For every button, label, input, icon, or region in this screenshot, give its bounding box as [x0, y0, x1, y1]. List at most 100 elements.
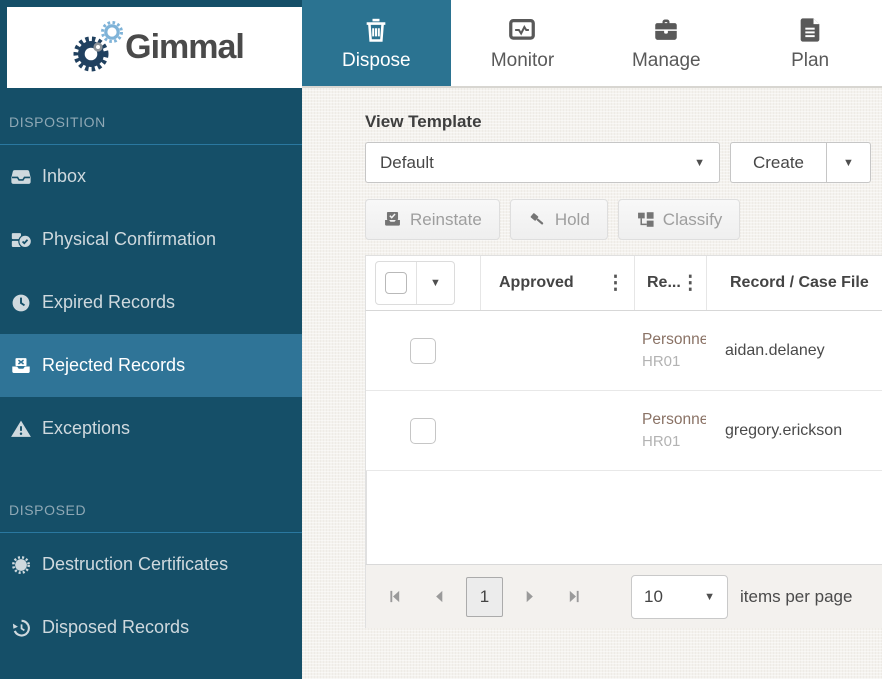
tab-label: Dispose — [341, 49, 411, 71]
record-class-code: HR01 — [642, 353, 681, 370]
create-button[interactable]: Create — [731, 143, 826, 182]
row-checkbox[interactable] — [410, 417, 436, 444]
row-select-cell — [366, 417, 480, 444]
grid-header-record-case-file[interactable]: Record / Case File — [706, 256, 882, 310]
grid-header-row: ▼ Approved ⋮ Re... ⋮ Record / Case File — [365, 255, 882, 311]
grid-body: Personne HR01 aidan.delaney Personne HR0… — [365, 311, 882, 564]
warning-triangle-icon — [11, 420, 31, 437]
select-all-checkbox[interactable] — [385, 272, 407, 294]
template-dropdown[interactable]: Default ▼ — [365, 142, 720, 183]
record-class-cell: Personne HR01 — [634, 411, 706, 450]
previous-page-button[interactable] — [421, 577, 458, 617]
sidebar-item-label: Destruction Certificates — [42, 554, 229, 574]
monitor-icon — [509, 18, 536, 40]
grid-empty-area — [366, 471, 882, 564]
grid-header-record-class[interactable]: Re... ⋮ — [634, 256, 706, 310]
boxes-check-icon — [11, 232, 32, 248]
template-selector-row: Default ▼ Create ▼ — [365, 142, 871, 183]
sidebar-item-label: Rejected Records — [42, 355, 186, 375]
page-size-value: 10 — [644, 586, 663, 606]
first-page-button[interactable] — [376, 577, 413, 617]
classify-button-label: Classify — [662, 209, 723, 229]
sidebar-item-destruction-certificates[interactable]: Destruction Certificates — [0, 533, 302, 596]
sidebar-item-expired-records[interactable]: Expired Records — [0, 271, 302, 334]
items-per-page-label: items per page — [740, 586, 853, 606]
sidebar-item-disposed-records[interactable]: Disposed Records — [0, 596, 302, 659]
tab-plan[interactable]: Plan — [738, 0, 882, 86]
sidebar-section-disposition: DISPOSITION — [0, 88, 302, 145]
grid-header-select: ▼ — [366, 256, 480, 310]
main-content: View Template Default ▼ Create ▼ — [302, 88, 882, 679]
create-split-button: Create ▼ — [729, 142, 871, 183]
hold-button-label: Hold — [554, 209, 590, 229]
column-menu-icon[interactable]: ⋮ — [606, 272, 625, 294]
clock-icon — [12, 294, 30, 311]
history-icon — [12, 619, 30, 637]
column-menu-icon[interactable]: ⋮ — [680, 272, 700, 294]
sidebar-item-inbox[interactable]: Inbox — [0, 145, 302, 208]
column-title: Approved — [499, 274, 574, 291]
tab-label: Manage — [631, 49, 701, 71]
view-template-label: View Template — [365, 112, 482, 131]
seal-icon — [12, 555, 30, 574]
divider — [416, 262, 417, 304]
record-name: aidan.delaney — [725, 341, 825, 359]
table-row[interactable]: Personne HR01 aidan.delaney — [366, 311, 882, 391]
page-number-button[interactable]: 1 — [466, 576, 503, 617]
tab-monitor[interactable]: Monitor — [451, 0, 595, 86]
record-class-cell: Personne HR01 — [634, 331, 706, 370]
column-title: Record / Case File — [730, 274, 869, 291]
record-name-cell: gregory.erickson — [706, 422, 882, 440]
records-grid: ▼ Approved ⋮ Re... ⋮ Record / Case File — [365, 255, 882, 628]
previous-page-icon — [436, 590, 443, 603]
grid-actions-toolbar: Reinstate Hold — [365, 199, 882, 240]
template-dropdown-value: Default — [380, 152, 434, 172]
trash-icon — [366, 18, 386, 42]
top-navigation: Dispose Monitor Manage Plan — [302, 0, 882, 88]
dropdown-arrow-icon: ▼ — [843, 156, 854, 169]
brand-logo[interactable]: Gimmal — [7, 7, 302, 88]
sidebar-item-label: Expired Records — [42, 292, 176, 312]
create-menu-toggle[interactable]: ▼ — [826, 143, 870, 182]
record-class-name: Personne — [642, 331, 706, 348]
select-all-widget: ▼ — [375, 261, 455, 305]
inbox-icon — [11, 169, 31, 184]
next-page-button[interactable] — [511, 577, 548, 617]
row-checkbox[interactable] — [410, 337, 436, 364]
grid-header-approved[interactable]: Approved ⋮ — [480, 256, 634, 310]
last-page-button[interactable] — [556, 577, 593, 617]
tab-label: Monitor — [490, 49, 555, 71]
inbox-check-icon — [385, 212, 400, 226]
reinstate-button[interactable]: Reinstate — [365, 199, 500, 240]
sidebar-item-physical-confirmation[interactable]: Physical Confirmation — [0, 208, 302, 271]
classify-button[interactable]: Classify — [617, 199, 741, 240]
page-size-dropdown[interactable]: 10 ▼ — [631, 574, 728, 619]
tab-label: Plan — [791, 49, 830, 71]
column-title: Re... — [647, 274, 681, 291]
select-menu-arrow-icon[interactable]: ▼ — [430, 277, 441, 289]
sitemap-icon — [637, 212, 654, 227]
sidebar-item-label: Inbox — [42, 166, 87, 186]
tab-manage[interactable]: Manage — [594, 0, 738, 86]
sidebar-item-label: Disposed Records — [42, 617, 190, 637]
row-select-cell — [366, 337, 480, 364]
first-page-icon — [390, 590, 400, 603]
record-class-code: HR01 — [642, 433, 681, 450]
tab-dispose[interactable]: Dispose — [302, 0, 451, 86]
sidebar: DISPOSITION Inbox Physical Confirmation — [0, 88, 302, 679]
table-row[interactable]: Personne HR01 gregory.erickson — [366, 391, 882, 471]
record-name-cell: aidan.delaney — [706, 342, 882, 360]
sidebar-item-rejected-records[interactable]: Rejected Records — [0, 334, 302, 397]
document-icon — [800, 17, 820, 42]
grid-pager: 1 10 ▼ items per page — [365, 564, 882, 628]
hold-button[interactable]: Hold — [509, 199, 608, 240]
sidebar-section-disposed: DISPOSED — [0, 460, 302, 533]
dropdown-arrow-icon: ▼ — [694, 156, 705, 169]
gavel-icon — [530, 213, 544, 225]
reinstate-button-label: Reinstate — [410, 209, 482, 229]
gimmal-gears-icon — [73, 20, 124, 71]
briefcase-icon — [655, 19, 678, 40]
last-page-icon — [569, 590, 579, 603]
sidebar-item-exceptions[interactable]: Exceptions — [0, 397, 302, 460]
